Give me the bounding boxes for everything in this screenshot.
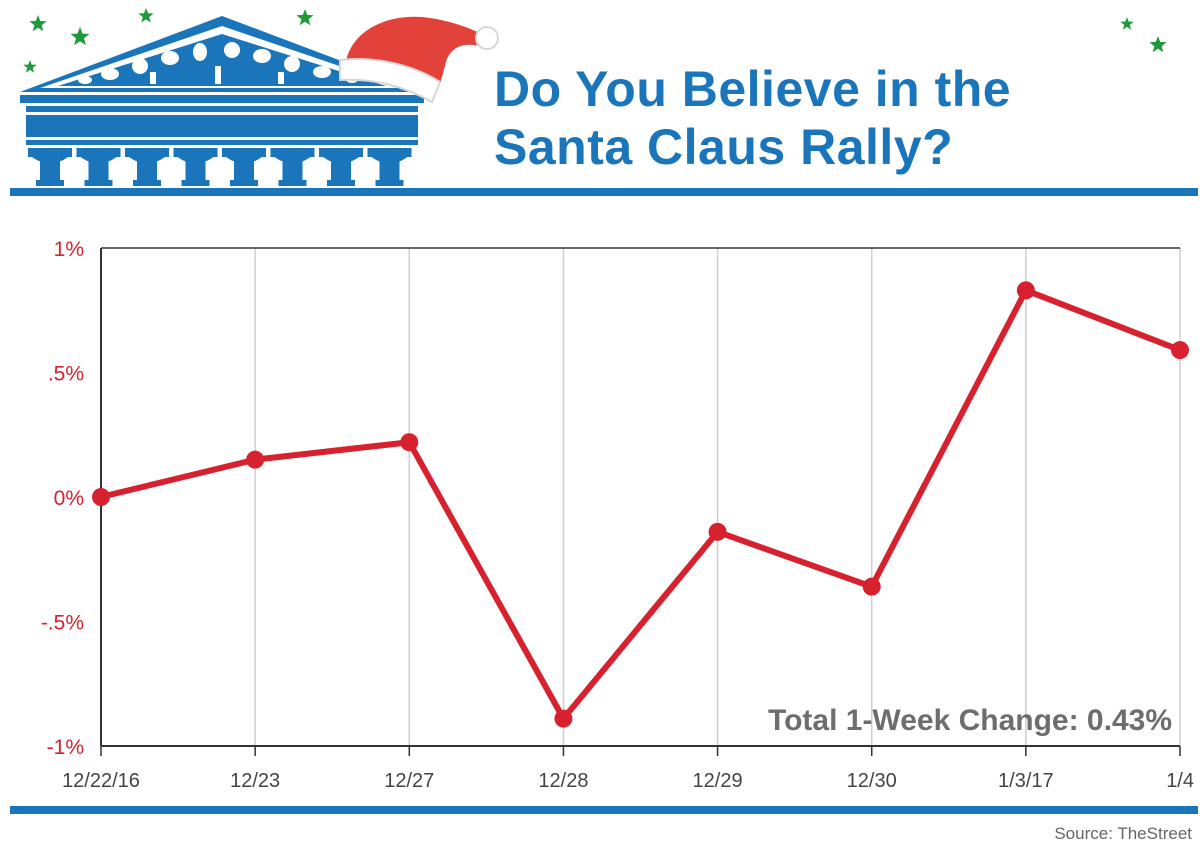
decorative-stars (23, 8, 1167, 73)
y-tick-label: 1% (54, 238, 84, 261)
column-icon (319, 148, 363, 186)
building-columns (28, 148, 412, 186)
y-tick-label: -1% (47, 736, 84, 759)
x-tick-label: 1/4 (1166, 770, 1194, 792)
series-line (100, 287, 1182, 722)
footer-divider (10, 806, 1198, 814)
data-point (92, 488, 110, 506)
column-icon (367, 148, 412, 186)
y-tick-label: 0% (54, 487, 84, 510)
data-point (554, 709, 573, 728)
column-icon (270, 148, 315, 186)
x-tick-labels: 12/22/16 12/23 12/27 12/28 12/29 12/30 1/3/17 1… (62, 770, 1194, 792)
y-tick-labels: 1% .5% 0% -.5% -1% (41, 238, 84, 759)
x-tick-label: 12/30 (847, 770, 897, 792)
star-icon (296, 9, 314, 26)
y-tick-label: -.5% (41, 612, 84, 635)
page-title: Do You Believe in the Santa Claus Rally? (494, 60, 1011, 176)
x-tick-label: 12/29 (693, 770, 743, 792)
title-line-2: Santa Claus Rally? (494, 119, 954, 175)
column-icon (222, 148, 266, 186)
data-point (708, 522, 727, 541)
x-tick-label: 12/28 (538, 770, 588, 792)
star-icon (29, 15, 47, 32)
header-divider (10, 188, 1198, 196)
header: Do You Believe in the Santa Claus Rally? (0, 0, 1200, 200)
chart-axes (100, 247, 1181, 756)
column-icon (125, 148, 169, 186)
column-icon (173, 148, 218, 186)
data-point (1016, 281, 1035, 300)
data-point (862, 577, 881, 596)
line-chart: 1%.5%0%-.5%-1% 12/22/16 12/23 12/27 12/28 12… (41, 238, 1194, 792)
stock-exchange-building-icon (20, 16, 424, 145)
x-tick-label: 12/22/16 (62, 770, 140, 792)
star-icon (23, 60, 37, 73)
x-tick-label: 12/23 (230, 770, 280, 792)
column-icon (28, 148, 72, 186)
star-icon (1120, 17, 1134, 30)
source-credit: Source: TheStreet (1054, 824, 1192, 843)
star-icon (1149, 36, 1167, 53)
title-line-1: Do You Believe in the (494, 61, 1012, 117)
x-tick-label: 12/27 (384, 770, 434, 792)
chart-grid (254, 248, 1181, 746)
data-point (246, 450, 265, 469)
star-icon (138, 8, 154, 23)
total-change-annotation: Total 1-Week Change: 0.43% (768, 704, 1172, 737)
x-tick-label: 1/3/17 (998, 770, 1054, 792)
data-points (92, 281, 1189, 728)
santa-hat-icon (339, 16, 499, 104)
column-icon (76, 148, 121, 186)
data-point (400, 433, 419, 452)
star-icon (70, 27, 90, 46)
header-illustration (20, 8, 1167, 186)
data-point (1171, 341, 1189, 360)
y-tick-label: .5% (48, 363, 84, 386)
